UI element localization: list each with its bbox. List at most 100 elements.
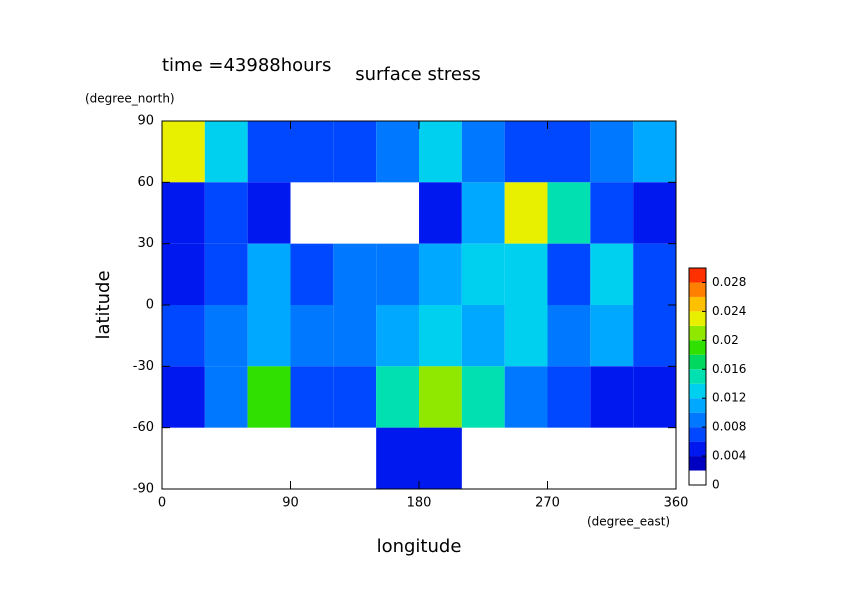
field-cell: [633, 366, 676, 428]
field-cell: [247, 366, 291, 428]
y-tick-label: 60: [137, 175, 154, 190]
field-cell: [290, 366, 334, 428]
colorbar-tick-label: 0.028: [712, 275, 746, 289]
colorbar-swatch: [689, 354, 706, 370]
field-cell: [333, 121, 377, 183]
field-cell: [247, 121, 291, 183]
y-axis-label: latitude: [93, 270, 114, 339]
colorbar-swatch: [689, 383, 706, 399]
field-cell: [204, 366, 248, 428]
field-cell: [376, 121, 419, 183]
field-cell: [419, 243, 462, 305]
colorbar-swatch: [689, 296, 706, 312]
x-axis-label: longitude: [377, 536, 462, 557]
field-cell: [547, 121, 591, 183]
field-cell: [590, 182, 634, 244]
y-tick-label: -30: [133, 359, 154, 374]
colorbar-tick-label: 0.004: [712, 449, 746, 463]
field-cell: [247, 305, 291, 367]
colorbar-swatch: [689, 369, 706, 384]
colorbar-tick-label: 0.024: [712, 304, 746, 318]
field-cell: [504, 182, 548, 244]
colorbar-frame: [688, 267, 707, 486]
field-cell: [504, 243, 548, 305]
field-cell: [419, 427, 462, 489]
colorbar-tick-label: 0.012: [712, 391, 746, 405]
field-cell: [376, 366, 419, 428]
x-tick-label: 360: [664, 496, 689, 511]
field-cell: [633, 182, 676, 244]
field-cell: [247, 243, 291, 305]
y-tick-label: 30: [137, 236, 154, 251]
field-cell: [461, 305, 505, 367]
field-cell: [547, 366, 591, 428]
colorbar-tick-label: 0.016: [712, 362, 746, 376]
field-cell: [504, 121, 548, 183]
colorbar-swatch: [689, 456, 706, 471]
x-tick-label: 270: [535, 496, 560, 511]
x-tick-label: 0: [158, 496, 166, 511]
y-tick-label: 90: [137, 114, 154, 129]
field-cell: [162, 121, 205, 183]
colorbar-swatch: [689, 427, 706, 442]
field-cell: [376, 305, 419, 367]
field-cell: [247, 182, 291, 244]
field-cell: [590, 305, 634, 367]
field-cell: [633, 305, 676, 367]
y-tick-label: -90: [133, 482, 154, 497]
field-cell: [590, 243, 634, 305]
field-cell: [333, 243, 377, 305]
field-cell: [204, 243, 248, 305]
y-unit: (degree_north): [85, 92, 175, 106]
field-cell: [461, 121, 505, 183]
field: [162, 121, 676, 489]
x-unit: (degree_east): [587, 515, 670, 529]
colorbar-swatch: [689, 412, 706, 428]
field-cell: [590, 366, 634, 428]
field-cell: [461, 182, 505, 244]
field-cell: [547, 305, 591, 367]
y-tick-label: -60: [133, 420, 154, 435]
chart-subtitle: time =43988hours: [162, 55, 331, 76]
y-tick-label: 0: [146, 298, 154, 313]
colorbar-tick-label: 0: [712, 478, 720, 492]
field-cell: [376, 243, 419, 305]
colorbar-swatch: [689, 441, 706, 457]
colorbar-swatch: [689, 398, 706, 413]
colorbar-swatch: [689, 311, 706, 326]
field-cell: [290, 243, 334, 305]
colorbar-tick-label: 0.008: [712, 420, 746, 434]
field-cell: [461, 243, 505, 305]
field-cell: [419, 366, 462, 428]
colorbar-tick-label: 0.02: [712, 333, 739, 347]
field-cell: [333, 366, 377, 428]
colorbar-swatch: [689, 470, 706, 485]
x-tick-label: 90: [282, 496, 299, 511]
field-cell: [204, 182, 248, 244]
field-cell: [590, 121, 634, 183]
field-cell: [333, 305, 377, 367]
colorbar-swatch: [689, 325, 706, 341]
field-cell: [290, 305, 334, 367]
field-cell: [162, 243, 205, 305]
field-cell: [290, 121, 334, 183]
field-cell: [204, 305, 248, 367]
field-cell: [162, 366, 205, 428]
field-cell: [162, 182, 205, 244]
field-cell: [633, 121, 676, 183]
field-cell: [461, 366, 505, 428]
x-tick-label: 180: [407, 496, 432, 511]
field-cell: [504, 366, 548, 428]
field-cell: [419, 182, 462, 244]
chart-title: surface stress: [355, 64, 481, 85]
field-cell: [504, 305, 548, 367]
field-cell: [419, 305, 462, 367]
field-cell: [547, 182, 591, 244]
field-cell: [547, 243, 591, 305]
colorbar-swatch: [689, 340, 706, 355]
field-cell: [419, 121, 462, 183]
field-cell: [376, 427, 419, 489]
field-cell: [204, 121, 248, 183]
field-cell: [162, 305, 205, 367]
